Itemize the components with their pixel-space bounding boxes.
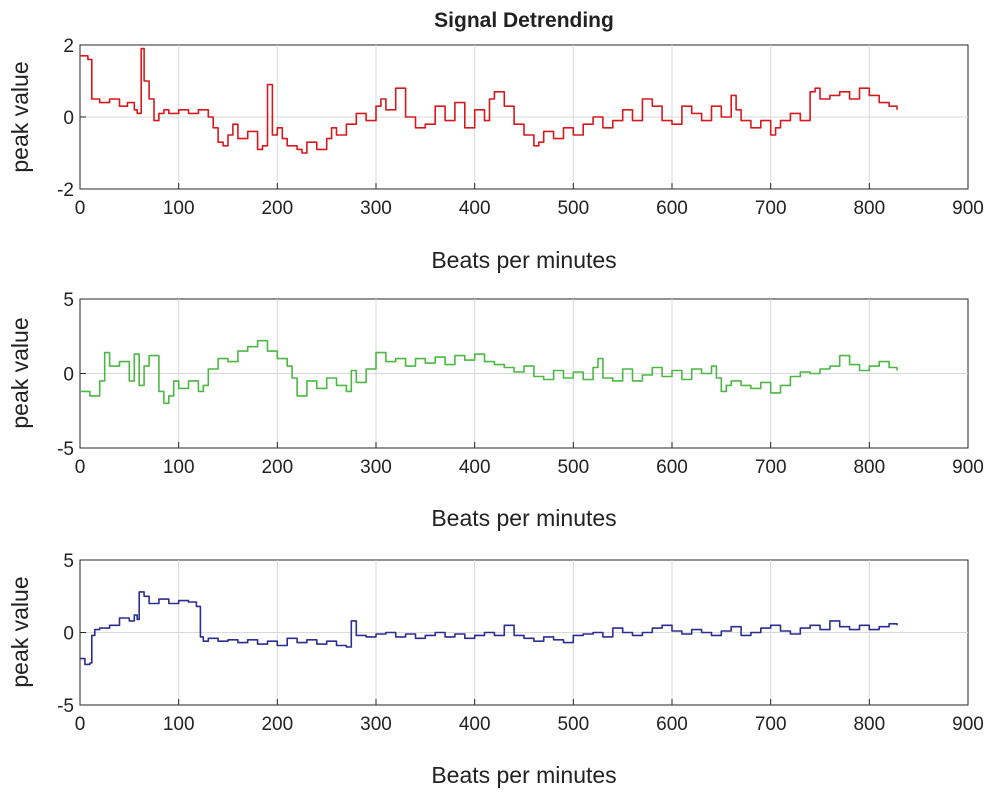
y-tick-label: 5: [63, 551, 74, 572]
xlabel-bottom: Beats per minutes: [431, 762, 616, 788]
x-tick-label: 200: [261, 457, 293, 478]
subplot-middle: Beats per minutes peak value 0 100 200 300 4…: [7, 290, 984, 531]
y-tick-label: 0: [63, 624, 74, 645]
x-tick-label: 100: [163, 198, 195, 219]
ylabel-bottom: peak value: [7, 576, 33, 687]
subplot-bottom: Beats per minutes peak value 0 100 200 300 4…: [7, 551, 984, 788]
xlabel-top: Beats per minutes: [431, 247, 616, 273]
x-tick-label: 200: [261, 198, 293, 219]
x-tick-label: 200: [261, 714, 293, 735]
x-tick-label: 300: [360, 457, 392, 478]
y-tick-label: -5: [57, 696, 74, 717]
x-tick-label: 0: [75, 457, 86, 478]
x-tick-label: 600: [656, 198, 688, 219]
y-tick-label: 5: [63, 290, 74, 311]
x-tick-label: 500: [557, 714, 589, 735]
x-tick-label: 900: [952, 198, 984, 219]
x-tick-label: 600: [656, 457, 688, 478]
x-tick-label: 0: [75, 714, 86, 735]
figure-title: Signal Detrending: [434, 9, 614, 32]
series-line-green: [80, 339, 898, 405]
xlabel-middle: Beats per minutes: [431, 505, 616, 531]
y-tick-label: -2: [57, 180, 74, 201]
x-tick-label: 800: [853, 714, 885, 735]
y-tick-label: 2: [63, 36, 74, 57]
x-tick-label: 300: [360, 198, 392, 219]
series-line-blue: [80, 591, 898, 666]
x-tick-label: 400: [459, 198, 491, 219]
x-tick-label: 300: [360, 714, 392, 735]
x-tick-label: 900: [952, 714, 984, 735]
x-tick-label: 700: [755, 714, 787, 735]
ylabel-middle: peak value: [7, 317, 33, 428]
x-tick-label: 500: [557, 457, 589, 478]
x-tick-label: 700: [755, 198, 787, 219]
x-tick-label: 400: [459, 457, 491, 478]
x-tick-label: 400: [459, 714, 491, 735]
y-tick-label: -5: [57, 439, 74, 460]
x-tick-label: 600: [656, 714, 688, 735]
x-tick-label: 500: [557, 198, 589, 219]
x-tick-label: 0: [75, 198, 86, 219]
x-tick-label: 900: [952, 457, 984, 478]
series-line-red: [80, 47, 898, 154]
x-tick-label: 100: [163, 457, 195, 478]
y-tick-label: 0: [63, 365, 74, 386]
x-tick-label: 800: [853, 457, 885, 478]
y-tick-label: 0: [63, 108, 74, 129]
ylabel-top: peak value: [7, 61, 33, 172]
subplot-top: Beats per minutes peak value 0 100 200 300 4…: [7, 36, 984, 273]
x-tick-label: 100: [163, 714, 195, 735]
x-tick-label: 800: [853, 198, 885, 219]
x-tick-label: 700: [755, 457, 787, 478]
